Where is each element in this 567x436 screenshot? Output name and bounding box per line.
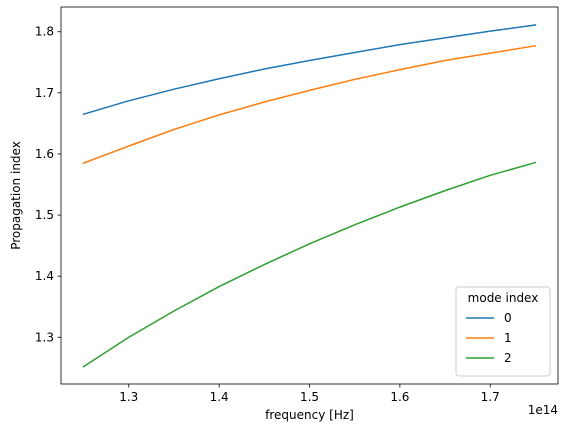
- x-axis-offset-label: 1e14: [528, 403, 558, 417]
- y-tick-label: 1.4: [35, 269, 54, 283]
- legend-entries: 0 1 2: [466, 311, 512, 365]
- legend-title: mode index: [468, 291, 539, 305]
- series-line-2: [82, 161, 537, 368]
- legend-entry-label: 0: [504, 311, 512, 325]
- y-tick-label: 1.3: [35, 330, 54, 344]
- legend: mode index 0 1 2: [455, 286, 551, 377]
- series-line-0: [82, 24, 537, 116]
- y-axis-ticks: 1.3 1.4 1.5 1.6 1.7 1.8: [35, 25, 61, 344]
- x-tick-label: 1.3: [119, 390, 138, 404]
- y-tick-label: 1.8: [35, 25, 54, 39]
- legend-box: [455, 286, 551, 377]
- y-axis-label: Propagation index: [9, 141, 23, 250]
- legend-entry-label: 2: [504, 351, 512, 365]
- y-tick-label: 1.5: [35, 208, 54, 222]
- legend-entry-label: 1: [504, 331, 512, 345]
- x-tick-label: 1.4: [210, 390, 229, 404]
- series-line-1: [82, 44, 537, 165]
- y-tick-label: 1.6: [35, 147, 54, 161]
- x-axis-label: frequency [Hz]: [265, 408, 354, 422]
- x-tick-label: 1.5: [300, 390, 319, 404]
- series-lines: [82, 24, 537, 368]
- x-tick-label: 1.7: [481, 390, 500, 404]
- x-tick-label: 1.6: [390, 390, 409, 404]
- x-axis-ticks: 1.3 1.4 1.5 1.6 1.7: [119, 384, 500, 404]
- y-tick-label: 1.7: [35, 86, 54, 100]
